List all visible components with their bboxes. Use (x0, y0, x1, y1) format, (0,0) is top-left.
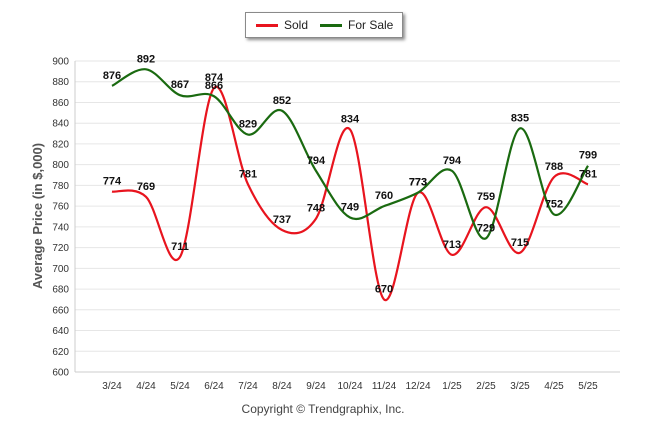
y-tick-label: 780 (52, 181, 69, 192)
data-label-sold: 788 (545, 161, 563, 173)
legend-label-sold: Sold (284, 18, 309, 32)
data-label-sold: 769 (137, 181, 155, 193)
y-tick-label: 740 (52, 222, 69, 233)
data-label-for-sale: 852 (273, 95, 291, 107)
data-label-sold: 713 (443, 239, 461, 251)
y-tick-label: 640 (52, 326, 69, 337)
data-label-for-sale: 749 (341, 202, 359, 214)
data-label-sold: 774 (103, 176, 122, 188)
series-line-for-sale (111, 68, 589, 240)
data-label-sold: 781 (579, 168, 597, 180)
y-tick-label: 660 (52, 305, 69, 316)
y-tick-label: 680 (52, 285, 69, 296)
y-tick-label: 760 (52, 202, 69, 213)
x-tick-label: 1/25 (442, 381, 462, 392)
legend-label-for-sale: For Sale (348, 18, 394, 32)
data-label-sold: 834 (341, 113, 360, 125)
x-tick-label: 4/24 (136, 381, 156, 392)
data-label-sold: 715 (511, 237, 529, 249)
x-tick-label: 11/24 (372, 381, 397, 392)
y-tick-label: 860 (52, 98, 69, 109)
y-tick-label: 800 (52, 160, 69, 171)
data-label-for-sale: 866 (205, 80, 223, 92)
legend-swatch-for-sale (320, 23, 342, 27)
x-tick-label: 2/25 (476, 381, 496, 392)
x-tick-label: 4/25 (544, 381, 564, 392)
x-axis-ticks: 3/24 4/24 5/24 6/24 7/24 8/24 9/24 10/24 11/24 12… (102, 381, 598, 392)
copyright-footer: Copyright © Trendgraphix, Inc. (241, 402, 405, 416)
x-tick-label: 3/25 (510, 381, 530, 392)
data-label-sold: 711 (171, 241, 189, 253)
y-tick-label: 720 (52, 243, 69, 254)
data-label-sold: 773 (409, 177, 427, 189)
data-label-for-sale: 752 (545, 198, 563, 210)
y-tick-label: 820 (52, 139, 69, 150)
y-tick-label: 700 (52, 264, 69, 275)
y-tick-label: 880 (52, 77, 69, 88)
x-tick-label: 5/24 (170, 381, 190, 392)
x-tick-label: 12/24 (405, 381, 430, 392)
y-axis-label: Average Price (in $,000) (30, 143, 45, 289)
data-label-sold: 874 (205, 72, 224, 84)
x-tick-label: 9/24 (306, 381, 326, 392)
x-tick-label: 7/24 (238, 381, 258, 392)
data-label-sold: 748 (307, 203, 325, 215)
data-label-sold: 737 (273, 214, 291, 226)
data-label-for-sale: 876 (103, 70, 121, 82)
gridlines (74, 60, 620, 373)
legend: Sold For Sale (245, 12, 403, 38)
legend-item-for-sale: For Sale (320, 18, 393, 32)
y-tick-label: 620 (52, 347, 69, 358)
x-tick-label: 6/24 (204, 381, 224, 392)
y-axis-ticks: 600 620 640 660 680 700 720 740 760 780 800 820 840 8… (52, 57, 69, 379)
data-label-for-sale: 773 (409, 177, 427, 189)
data-label-for-sale: 829 (239, 119, 257, 131)
series-line-sold (111, 85, 589, 301)
data-label-for-sale: 867 (171, 79, 189, 91)
legend-swatch-sold (256, 23, 278, 27)
x-tick-label: 5/25 (578, 381, 598, 392)
x-tick-label: 8/24 (272, 381, 292, 392)
data-label-for-sale: 892 (137, 53, 155, 65)
data-label-for-sale: 729 (477, 222, 495, 234)
y-tick-label: 840 (52, 119, 69, 130)
data-label-for-sale: 760 (375, 190, 393, 202)
y-tick-label: 900 (52, 57, 69, 68)
series-lines (111, 68, 589, 301)
legend-item-sold: Sold (256, 18, 308, 32)
y-tick-label: 600 (52, 368, 69, 379)
data-label-sold: 759 (477, 191, 495, 203)
data-labels: 774 769 711 874 781 737 748 834 670 773 713 759 715 7… (103, 53, 597, 295)
x-tick-label: 10/24 (337, 381, 362, 392)
x-tick-label: 3/24 (102, 381, 122, 392)
data-label-for-sale: 799 (579, 150, 597, 162)
data-label-sold: 670 (375, 283, 393, 295)
data-label-for-sale: 794 (443, 155, 462, 167)
data-label-for-sale: 835 (511, 112, 529, 124)
data-label-for-sale: 794 (307, 155, 326, 167)
data-label-sold: 781 (239, 168, 257, 180)
